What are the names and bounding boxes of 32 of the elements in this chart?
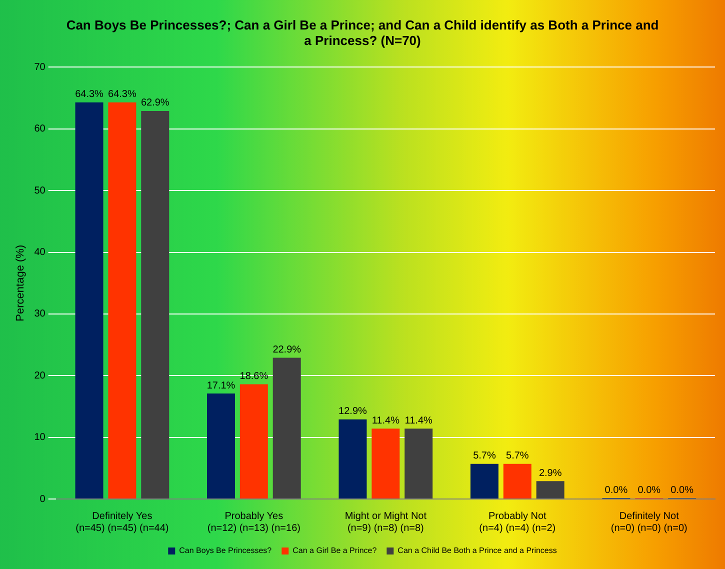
data-label: 62.9% [140, 98, 170, 109]
data-label: 17.1% [206, 380, 236, 392]
chart-title: Can Boys Be Princesses?; Can a Girl Be a Prince; and Can a Child identify as Both a Prince and a Princess? (N=70) [66, 17, 659, 48]
y-tick-label: 30 [34, 308, 46, 320]
data-label: 0.0% [638, 484, 661, 496]
data-label: 0.0% [604, 484, 628, 496]
legend-label: Can a Girl Be a Prince? [292, 546, 378, 556]
data-label: 64.3% [75, 89, 104, 100]
data-label: 2.9% [538, 468, 562, 479]
y-tick-label: 50 [34, 185, 46, 196]
data-label: 0.0% [670, 484, 694, 496]
x-tick-label: Definitely Not (n=0) (n=0) (n=0) [610, 510, 688, 534]
y-tick-label: 40 [34, 247, 46, 258]
legend-label: Can Boys Be Princesses? [179, 546, 272, 556]
y-axis-title: Percentage (%) [14, 244, 27, 322]
data-label: 5.7% [473, 450, 496, 462]
data-label: 11.4% [372, 415, 400, 426]
y-tick-label: 20 [34, 370, 46, 382]
y-tick-label: 60 [34, 124, 46, 135]
data-label: 64.3% [108, 89, 136, 100]
data-label: 5.7% [506, 450, 529, 462]
data-label: 12.9% [338, 406, 368, 418]
y-tick-label: 70 [34, 62, 46, 73]
legend-label: Can a Child Be Both a Prince and a Princess [398, 546, 557, 556]
data-label: 11.4% [404, 415, 433, 426]
y-tick-label: 10 [34, 432, 46, 444]
x-tick-label: Probably Not (n=4) (n=4) (n=2) [479, 510, 556, 534]
y-tick-label: 0 [40, 494, 46, 505]
x-tick-label: Probably Yes (n=12) (n=13) (n=16) [207, 510, 300, 534]
x-tick-label: Might or Might Not (n=9) (n=8) (n=8) [344, 510, 427, 534]
data-label: 22.9% [272, 344, 302, 356]
x-tick-label: Definitely Yes (n=45) (n=45) (n=44) [76, 510, 169, 534]
